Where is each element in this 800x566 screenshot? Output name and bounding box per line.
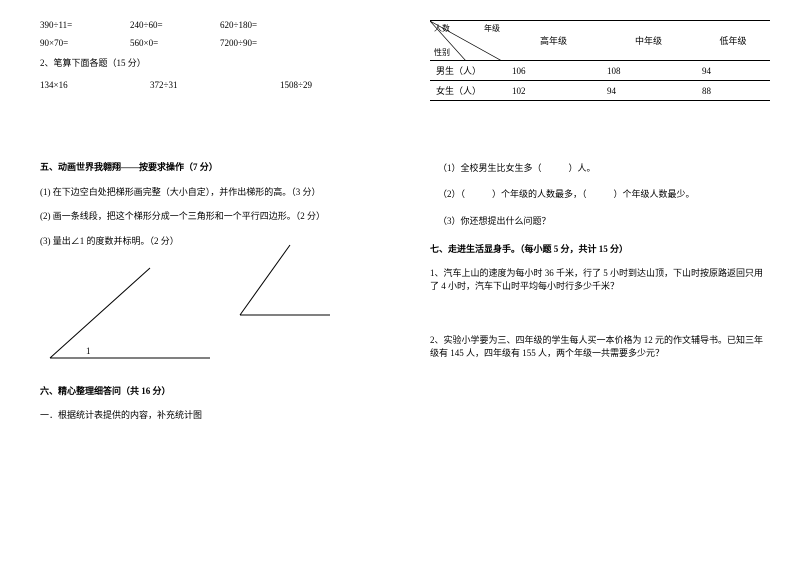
problem-1: 1、汽车上山的速度为每小时 36 千米，行了 5 小时到达山顶，下山时按原路返回… xyxy=(430,267,770,294)
expr: 372÷31 xyxy=(150,80,280,90)
col-header: 高年级 xyxy=(506,21,601,61)
q6-2: （2）（ ）个年级的人数最多，（ ）个年级人数最少。 xyxy=(430,187,770,201)
table-diag-cell: 年级 人数 性别 xyxy=(430,21,506,61)
expr: 1508÷29 xyxy=(280,80,312,90)
section-7-title: 七、走进生活显身手。（每小题 5 分，共计 15 分） xyxy=(430,242,770,256)
written-row: 134×16 372÷31 1508÷29 xyxy=(40,80,370,90)
cell: 94 xyxy=(601,81,696,101)
q5-1: (1) 在下边空白处把梯形画完整（大小自定），并作出梯形的高。（3 分） xyxy=(40,185,370,199)
cell: 106 xyxy=(506,61,601,81)
q5-2: (2) 画一条线段，把这个梯形分成一个三角形和一个平行四边形。（2 分） xyxy=(40,209,370,223)
diag-line-icon xyxy=(430,21,506,60)
left-column: 390÷11= 240÷60= 620÷180= 90×70= 560×0= 7… xyxy=(0,0,400,566)
cell: 102 xyxy=(506,81,601,101)
expr: 7200÷90= xyxy=(220,38,310,48)
section-6-title: 六、精心整理细答问（共 16 分） xyxy=(40,384,370,398)
stats-table: 年级 人数 性别 高年级 中年级 低年级 男生（人） 106 108 94 女生… xyxy=(430,20,770,101)
row-label: 女生（人） xyxy=(430,81,506,101)
expr: 390÷11= xyxy=(40,20,130,30)
table-header-row: 年级 人数 性别 高年级 中年级 低年级 xyxy=(430,21,770,61)
problem-2: 2、实验小学要为三、四年级的学生每人买一本价格为 12 元的作文辅导书。已知三年… xyxy=(430,334,770,361)
expr: 560×0= xyxy=(130,38,220,48)
angle-label: 1 xyxy=(86,346,91,356)
cell: 108 xyxy=(601,61,696,81)
arith-row-1: 390÷11= 240÷60= 620÷180= xyxy=(40,20,370,30)
section-5-title: 五、动画世界我翱翔——按要求操作（7 分） xyxy=(40,160,370,174)
angle-svg: 1 xyxy=(40,258,220,368)
expr: 134×16 xyxy=(40,80,150,90)
cell: 94 xyxy=(696,61,770,81)
table-row: 女生（人） 102 94 88 xyxy=(430,81,770,101)
section-6-sub: 一．根据统计表提供的内容，补充统计图 xyxy=(40,408,370,422)
trapezoid-partial-svg xyxy=(230,235,340,325)
expr: 620÷180= xyxy=(220,20,310,30)
section-7: 七、走进生活显身手。（每小题 5 分，共计 15 分） 1、汽车上山的速度为每小… xyxy=(430,242,770,360)
col-header: 中年级 xyxy=(601,21,696,61)
q6-1: （1）全校男生比女生多（ ）人。 xyxy=(430,161,770,175)
expr: 90×70= xyxy=(40,38,130,48)
written-calc-title: 2、笔算下面各题（15 分） xyxy=(40,56,370,70)
right-column: 年级 人数 性别 高年级 中年级 低年级 男生（人） 106 108 94 女生… xyxy=(400,0,800,566)
expr: 240÷60= xyxy=(130,20,220,30)
cell: 88 xyxy=(696,81,770,101)
arith-row-2: 90×70= 560×0= 7200÷90= xyxy=(40,38,370,48)
col-header: 低年级 xyxy=(696,21,770,61)
row-label: 男生（人） xyxy=(430,61,506,81)
table-row: 男生（人） 106 108 94 xyxy=(430,61,770,81)
question-list: （1）全校男生比女生多（ ）人。 （2）（ ）个年级的人数最多，（ ）个年级人数… xyxy=(430,161,770,228)
q6-3: （3）你还想提出什么问题？ xyxy=(430,214,770,228)
